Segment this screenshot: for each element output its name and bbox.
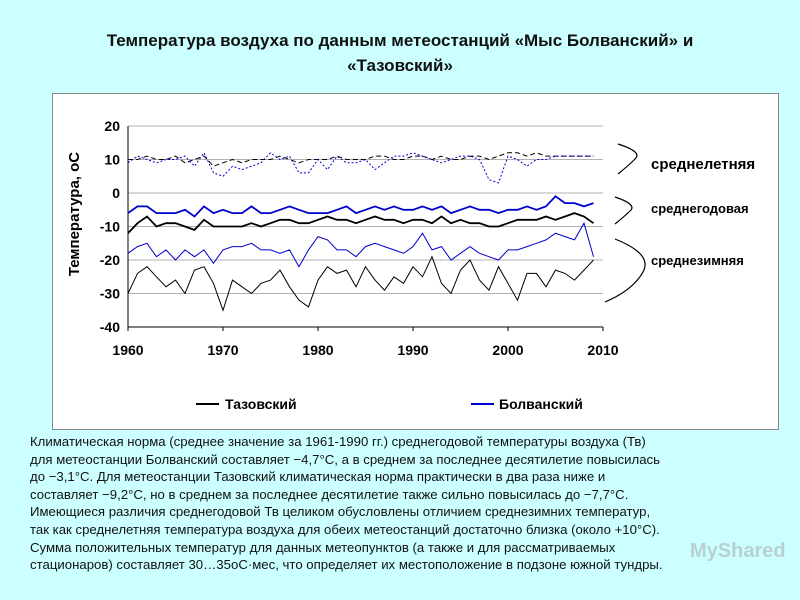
group-bracket [614, 196, 633, 225]
group-bracket [604, 238, 646, 303]
y-axis-label: Температура, оС [66, 152, 83, 276]
group-brackets [604, 143, 646, 303]
series-line-winter-bolvansky [127, 221, 594, 268]
watermark: MyShared [690, 540, 786, 562]
series-line-annual-tazovsky [127, 212, 595, 234]
description-line: Климатическая норма (среднее значение за… [30, 434, 646, 449]
title-line-2: «Тазовский» [347, 56, 453, 75]
series-line-summer-bolvansky [127, 151, 594, 184]
group-label-winter: среднезимняя [651, 253, 744, 268]
y-tick-label: -40 [100, 319, 120, 335]
x-tick-label: 1970 [207, 342, 238, 358]
description-line: стационаров) составляет 30…35оС·мес, что… [30, 557, 663, 573]
legend-label-tazovsky: Тазовский [225, 396, 297, 412]
description-line: до −3,1°С. Для метеостанции Тазовский кл… [30, 469, 606, 485]
x-tick-label: 1960 [112, 342, 143, 358]
description-line: для метеостанции Болванский составляет −… [30, 451, 661, 467]
x-tick-label: 2010 [587, 342, 618, 358]
y-tick-label: -20 [100, 252, 120, 268]
y-tick-label: 0 [112, 185, 120, 201]
gridlines [128, 125, 603, 328]
chart-area: 20 10 0 -10 -20 -30 -40 1960 1970 1980 1990 2000 201… [52, 93, 779, 430]
x-tick-label: 2000 [492, 342, 523, 358]
y-tick-label: -30 [100, 286, 120, 302]
series-lines [127, 151, 595, 312]
y-tick-label: 10 [104, 152, 120, 168]
legend-label-bolvansky: Болванский [499, 396, 583, 412]
group-bracket [617, 143, 638, 175]
description-text: Климатическая норма (среднее значение за… [30, 433, 778, 574]
description-line: Имеющиеся различия среднегодовой Тв цели… [30, 504, 651, 520]
x-tick-label: 1980 [302, 342, 333, 358]
series-line-summer-tazovsky [128, 152, 594, 167]
y-tick-label: 20 [104, 118, 120, 134]
slide-title: Температура воздуха по данным метеостанц… [40, 28, 760, 78]
series-line-annual-bolvansky [127, 195, 594, 218]
group-label-annual: среднегодовая [651, 201, 749, 216]
description-line: составляет −9,2°С, но в среднем за после… [30, 486, 629, 502]
series-line-winter-tazovsky [127, 255, 594, 312]
description-line: так как среднелетняя температура воздуха… [30, 521, 660, 537]
description-line: Сумма положительных температур для данны… [30, 539, 616, 555]
x-tick-label: 1990 [397, 342, 428, 358]
title-line-1: Температура воздуха по данным метеостанц… [106, 31, 694, 50]
y-tick-label: -10 [100, 219, 120, 235]
group-label-summer: среднелетняя [651, 156, 755, 173]
